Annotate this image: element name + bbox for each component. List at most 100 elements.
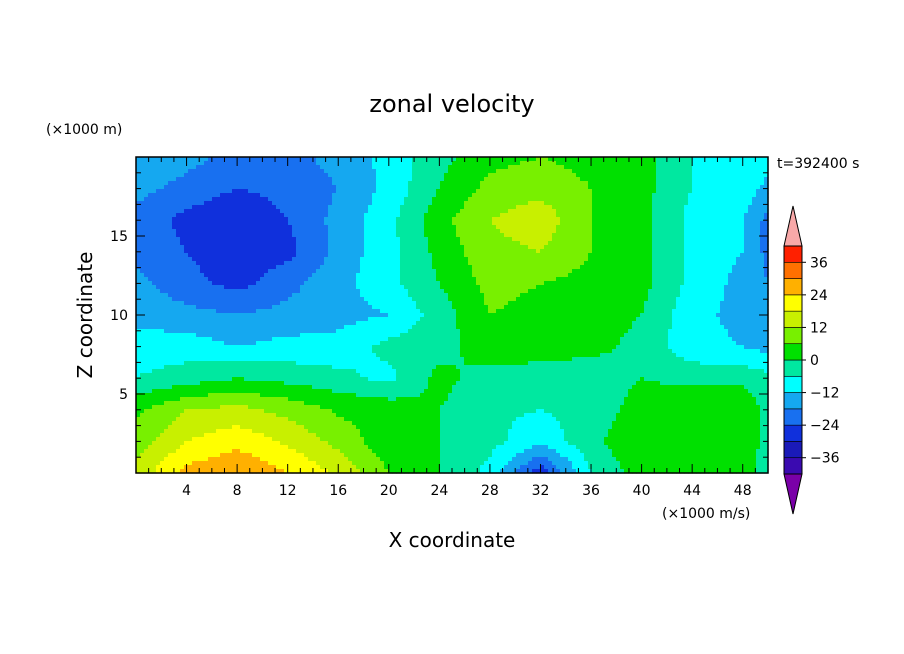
contour-cell: [452, 185, 457, 190]
contour-cell: [244, 265, 249, 270]
contour-cell: [348, 241, 353, 246]
contour-cell: [316, 265, 321, 270]
contour-cell: [468, 189, 473, 194]
contour-cell: [532, 177, 537, 182]
contour-cell: [596, 221, 601, 226]
contour-cell: [352, 173, 357, 178]
contour-cell: [436, 257, 441, 262]
contour-cell: [180, 277, 185, 282]
contour-cell: [312, 201, 317, 206]
contour-cell: [136, 273, 141, 278]
contour-cell: [372, 269, 377, 274]
contour-cell: [220, 265, 225, 270]
contour-cell: [732, 165, 737, 170]
contour-cell: [704, 157, 709, 162]
contour-cell: [608, 253, 613, 258]
contour-cell: [160, 237, 165, 242]
contour-cell: [528, 213, 533, 218]
contour-cell: [264, 193, 269, 198]
contour-cell: [200, 181, 205, 186]
contour-cell: [324, 265, 329, 270]
contour-cell: [684, 205, 689, 210]
contour-cell: [604, 177, 609, 182]
contour-cell: [604, 233, 609, 238]
contour-cell: [476, 189, 481, 194]
contour-cell: [520, 257, 525, 262]
contour-cell: [712, 213, 717, 218]
contour-cell: [140, 225, 145, 230]
contour-cell: [536, 249, 541, 254]
contour-cell: [400, 189, 405, 194]
contour-cell: [184, 221, 189, 226]
contour-cell: [260, 261, 265, 266]
contour-cell: [616, 193, 621, 198]
contour-cell: [460, 229, 465, 234]
contour-cell: [528, 273, 533, 278]
contour-cell: [636, 233, 641, 238]
contour-cell: [472, 181, 477, 186]
contour-cell: [500, 245, 505, 250]
contour-cell: [636, 157, 641, 162]
contour-cell: [176, 217, 181, 222]
contour-cell: [224, 213, 229, 218]
contour-cell: [196, 281, 201, 286]
contour-cell: [628, 253, 633, 258]
contour-cell: [740, 169, 745, 174]
contour-cell: [396, 241, 401, 246]
contour-cell: [720, 209, 725, 214]
contour-cell: [348, 193, 353, 198]
contour-cell: [524, 221, 529, 226]
contour-cell: [620, 277, 625, 282]
contour-cell: [628, 173, 633, 178]
contour-cell: [552, 185, 557, 190]
contour-cell: [764, 209, 769, 214]
contour-cell: [412, 209, 417, 214]
contour-cell: [564, 265, 569, 270]
contour-cell: [156, 205, 161, 210]
contour-cell: [580, 265, 585, 270]
contour-cell: [360, 277, 365, 282]
contour-cell: [184, 217, 189, 222]
contour-cell: [188, 269, 193, 274]
contour-cell: [700, 181, 705, 186]
contour-cell: [500, 201, 505, 206]
contour-cell: [180, 269, 185, 274]
contour-cell: [388, 265, 393, 270]
contour-cell: [320, 225, 325, 230]
contour-cell: [584, 237, 589, 242]
contour-cell: [296, 197, 301, 202]
contour-cell: [340, 177, 345, 182]
contour-cell: [320, 185, 325, 190]
contour-cell: [184, 277, 189, 282]
contour-cell: [400, 165, 405, 170]
contour-cell: [396, 221, 401, 226]
contour-cell: [660, 249, 665, 254]
contour-cell: [496, 201, 501, 206]
contour-cell: [636, 209, 641, 214]
contour-cell: [292, 197, 297, 202]
contour-cell: [272, 213, 277, 218]
contour-cell: [636, 161, 641, 166]
contour-cell: [492, 189, 497, 194]
contour-cell: [460, 201, 465, 206]
contour-cell: [532, 249, 537, 254]
contour-cell: [256, 177, 261, 182]
contour-cell: [320, 197, 325, 202]
contour-cell: [496, 161, 501, 166]
contour-cell: [764, 201, 769, 206]
contour-cell: [588, 265, 593, 270]
contour-cell: [584, 165, 589, 170]
contour-cell: [568, 197, 573, 202]
contour-cell: [232, 177, 237, 182]
contour-cell: [500, 261, 505, 266]
contour-cell: [720, 237, 725, 242]
contour-cell: [552, 269, 557, 274]
contour-cell: [504, 181, 509, 186]
contour-cell: [500, 273, 505, 278]
contour-cell: [676, 165, 681, 170]
contour-cell: [316, 165, 321, 170]
contour-cell: [680, 257, 685, 262]
contour-cell: [392, 277, 397, 282]
contour-cell: [752, 261, 757, 266]
contour-cell: [344, 233, 349, 238]
